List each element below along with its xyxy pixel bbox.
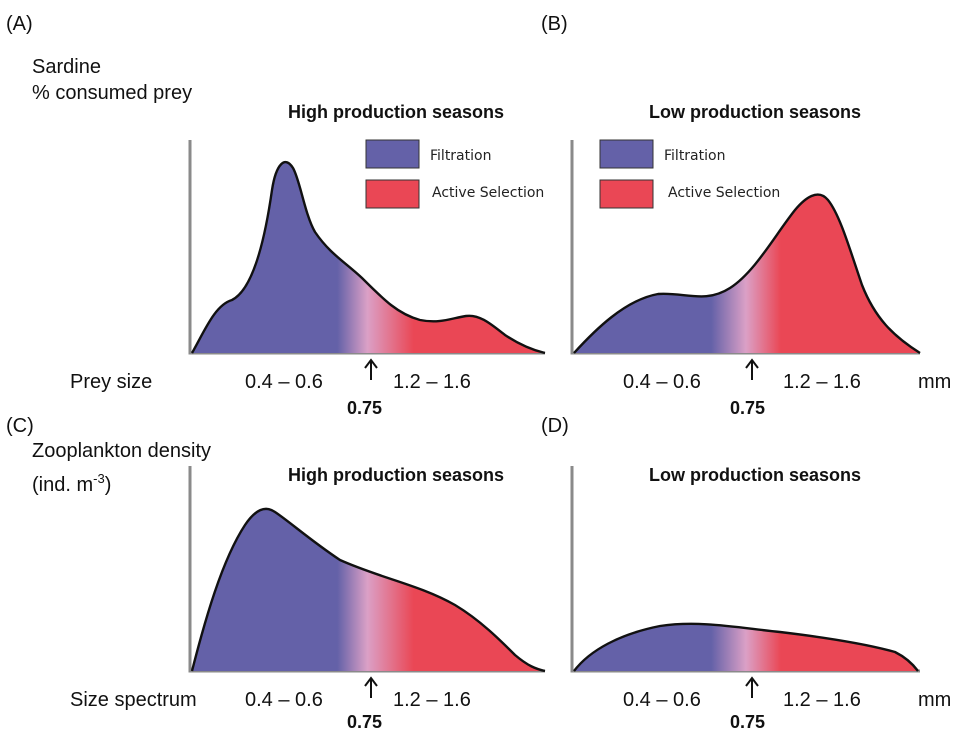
panel-a-tick-right: 1.2 – 1.6: [393, 371, 471, 393]
panel-c-title: High production seasons: [288, 465, 504, 485]
panel-b-legend-active-label: Active Selection: [668, 185, 780, 201]
panel-b-title: Low production seasons: [649, 102, 861, 122]
panel-b-letter: (B): [541, 13, 568, 35]
panel-a-ylabel-line2: % consumed prey: [32, 82, 192, 104]
panel-a: (A) Sardine % consumed prey High product…: [6, 13, 546, 418]
panel-d-threshold-arrow: [745, 676, 759, 698]
panel-b-curve: [573, 193, 921, 355]
panel-a-legend-filtration-swatch: [365, 139, 420, 169]
panel-b-legend-filtration-swatch: [599, 139, 654, 169]
panel-b-threshold-arrow: [745, 358, 759, 380]
panel-b: (B) Low production seasons Filtration Ac…: [541, 13, 951, 418]
panel-c-letter: (C): [6, 415, 34, 437]
panel-d-title: Low production seasons: [649, 465, 861, 485]
panel-a-threshold-arrow: [364, 358, 378, 380]
panel-c-area: [192, 508, 545, 671]
panel-a-letter: (A): [6, 13, 33, 35]
panel-a-area: [192, 162, 545, 353]
panel-c-ylabel-line1: Zooplankton density: [32, 440, 211, 462]
panel-b-legend-filtration-label: Filtration: [664, 148, 725, 164]
panel-a-legend-active-swatch: [365, 179, 420, 209]
panel-c-xrow-label: Size spectrum: [70, 689, 197, 711]
panel-b-tick-right: 1.2 – 1.6: [783, 371, 861, 393]
panel-a-legend-filtration-label: Filtration: [430, 148, 491, 164]
panel-d-threshold-label: 0.75: [730, 712, 765, 732]
panel-b-threshold-label: 0.75: [730, 398, 765, 418]
panel-b-legend-active-swatch: [599, 179, 654, 209]
panel-a-ylabel-line1: Sardine: [32, 56, 101, 78]
panel-d-tick-left: 0.4 – 0.6: [623, 689, 701, 711]
panel-c-tick-right: 1.2 – 1.6: [393, 689, 471, 711]
panel-d-area: [574, 623, 918, 671]
panel-c-threshold-label: 0.75: [347, 712, 382, 732]
panel-a-curve: [190, 161, 546, 355]
panel-c-ylabel-line2: (ind. m-3): [32, 471, 111, 496]
panel-c-tick-left: 0.4 – 0.6: [245, 689, 323, 711]
panel-d: (D) Low production seasons 0.4 – 0.6 1.2…: [541, 415, 951, 732]
panel-d-tick-right: 1.2 – 1.6: [783, 689, 861, 711]
panel-a-threshold-label: 0.75: [347, 398, 382, 418]
panel-d-letter: (D): [541, 415, 569, 437]
panel-b-tick-left: 0.4 – 0.6: [623, 371, 701, 393]
panel-a-title: High production seasons: [288, 102, 504, 122]
panel-d-unit: mm: [918, 689, 951, 711]
panel-c-threshold-arrow: [364, 676, 378, 698]
panel-c-curve: [190, 507, 546, 673]
panel-d-curve: [573, 622, 919, 672]
panel-a-xrow-label: Prey size: [70, 371, 152, 393]
panel-c: (C) Zooplankton density (ind. m-3) High …: [6, 415, 546, 732]
panel-a-tick-left: 0.4 – 0.6: [245, 371, 323, 393]
panel-a-legend-active-label: Active Selection: [432, 185, 544, 201]
panel-b-unit: mm: [918, 371, 951, 393]
